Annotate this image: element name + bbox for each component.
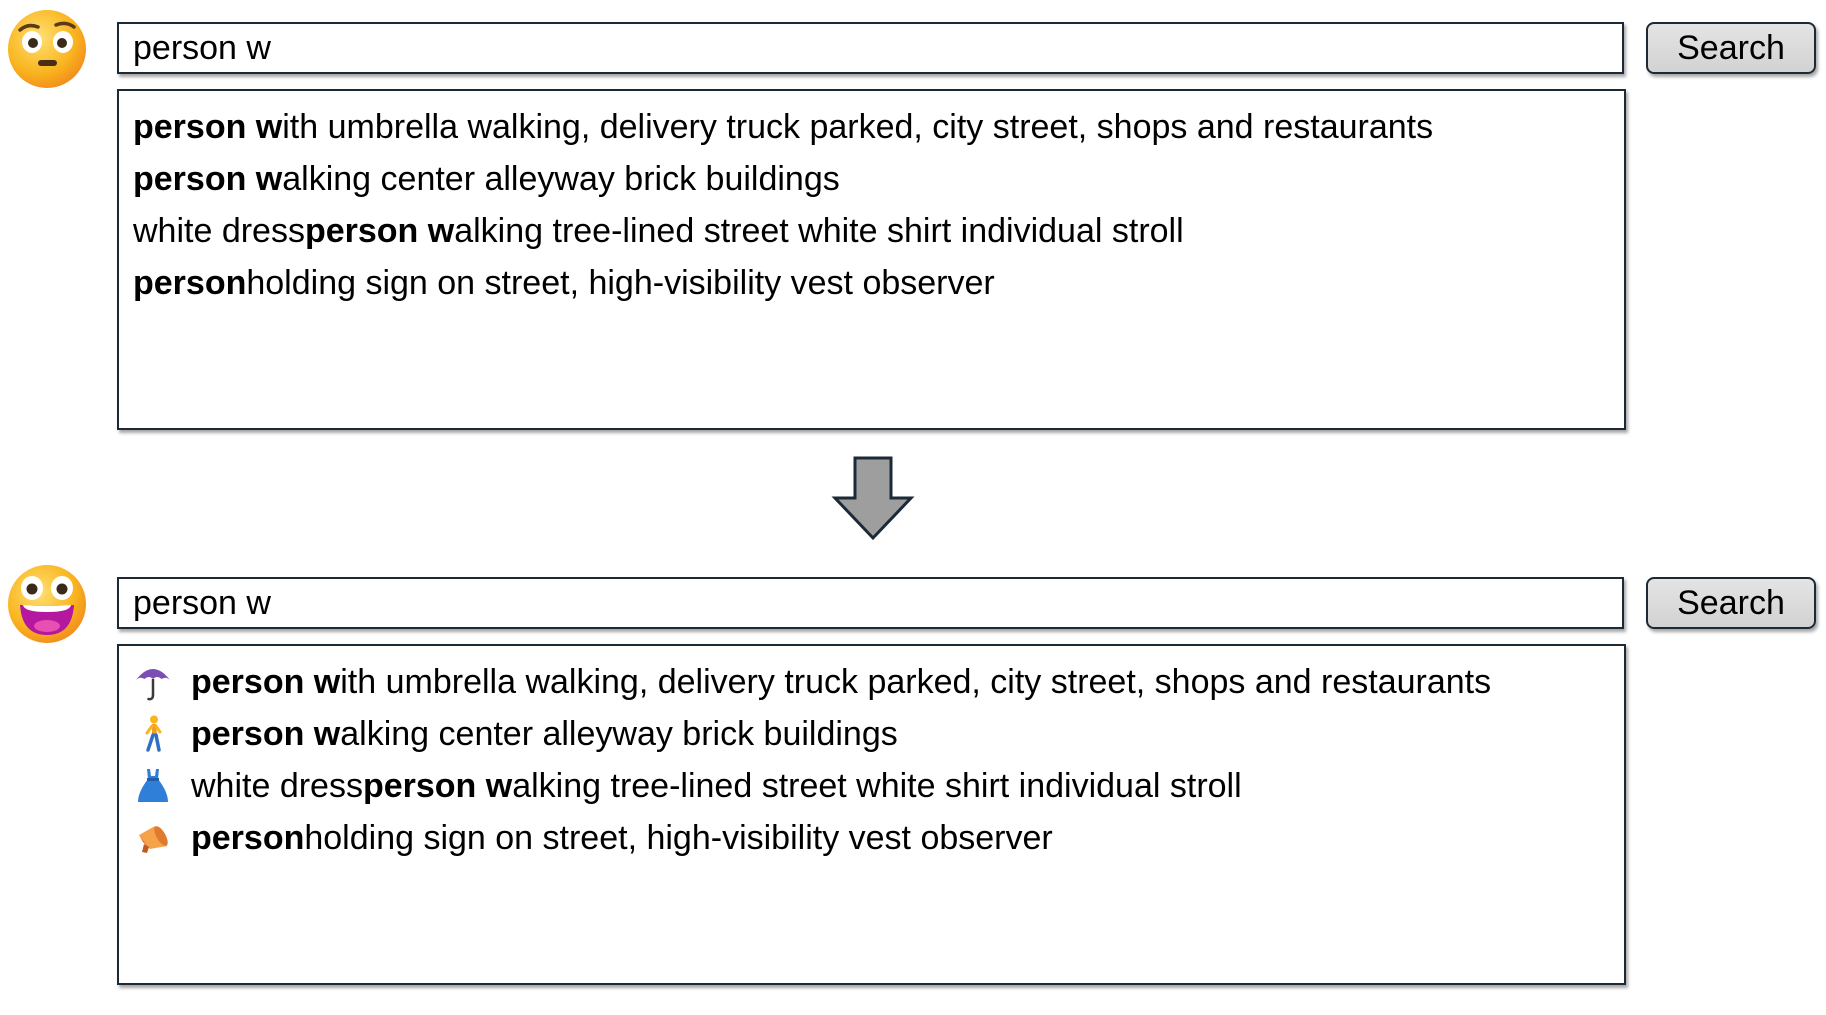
suggestion-list: person w ith umbrella walking, delivery t…	[117, 89, 1626, 430]
dress-icon	[138, 769, 168, 802]
umbrella-icon	[136, 669, 170, 701]
search-input[interactable]	[117, 577, 1624, 629]
suggestion-list: person w ith umbrella walking, delivery t…	[117, 644, 1626, 985]
down-arrow-icon	[831, 456, 915, 541]
megaphone-icon	[139, 826, 168, 853]
suggestion-item[interactable]: white dress person w alking tree-lined st…	[133, 760, 1624, 812]
search-button[interactable]: Search	[1646, 22, 1816, 74]
suggestion-item[interactable]: person holding sign on street, high-visi…	[133, 263, 995, 302]
suggestion-item[interactable]: person holding sign on street, high-visi…	[133, 812, 1624, 864]
grinning-face-icon	[8, 565, 86, 643]
person-walking-icon	[145, 715, 162, 752]
suggestion-item[interactable]: person w alking center alleyway brick bui…	[133, 159, 840, 198]
search-input[interactable]	[117, 22, 1624, 74]
search-button[interactable]: Search	[1646, 577, 1816, 629]
suggestion-item[interactable]: person w ith umbrella walking, delivery t…	[133, 656, 1624, 708]
suggestion-item[interactable]: person w alking center alleyway brick bui…	[133, 708, 1624, 760]
suggestion-item[interactable]: white dress person w alking tree-lined st…	[133, 211, 1184, 250]
suggestion-item[interactable]: person w ith umbrella walking, delivery t…	[133, 107, 1434, 146]
skeptical-face-icon	[8, 10, 86, 88]
